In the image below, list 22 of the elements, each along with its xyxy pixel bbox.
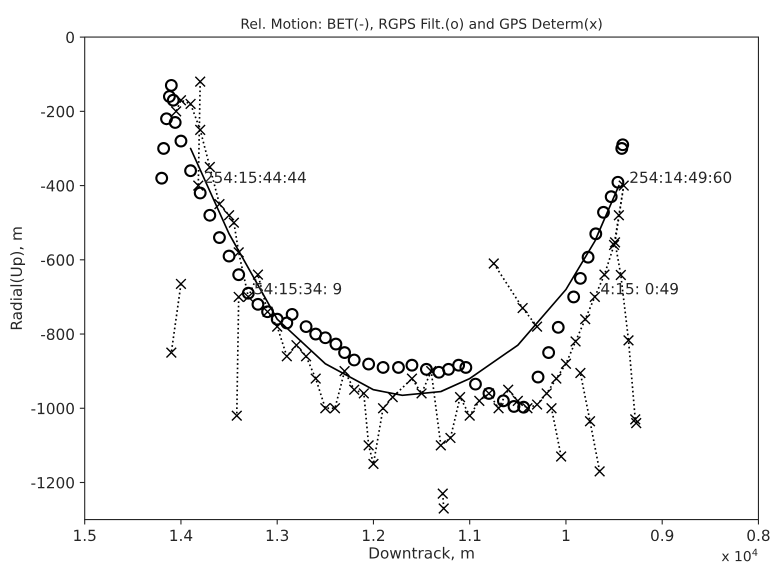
x-tick-label: 1 — [562, 530, 570, 541]
x-tick-label: 1.1 — [459, 530, 480, 541]
text: x 10$^{4}$ — [722, 548, 758, 562]
x-tick-label: 1.2 — [362, 530, 384, 541]
x-tick-label: 1.4 — [170, 530, 192, 541]
x-tick-label: 1.5 — [74, 530, 96, 542]
chart-title: Rel. Motion: BET(-), RGPS Filt.(o) and GPS Determ(x) — [242, 18, 602, 31]
x-axis-title: Downtrack, m — [370, 546, 474, 560]
y-tick-label: -600 — [41, 254, 74, 266]
y-axis-title: Radial(Up), m — [10, 227, 26, 330]
y-tick-label: -400 — [41, 180, 74, 192]
y-tick-label: -1200 — [31, 476, 74, 489]
x-tick-label: 1.3 — [266, 530, 288, 542]
x-tick-label: 0.8 — [747, 530, 770, 542]
annotation: 254:14:49:60 — [630, 172, 732, 184]
x-tick-label: 0.9 — [651, 530, 674, 542]
y-tick-label: -200 — [41, 106, 74, 118]
y-tick-label: -1000 — [31, 402, 74, 414]
y-tick-label: 0 — [66, 32, 74, 44]
annotation: 254:15:44:44 — [204, 172, 306, 184]
y-tick-label: -800 — [41, 328, 74, 340]
annotation: 4:15: 0:49 — [601, 282, 678, 294]
